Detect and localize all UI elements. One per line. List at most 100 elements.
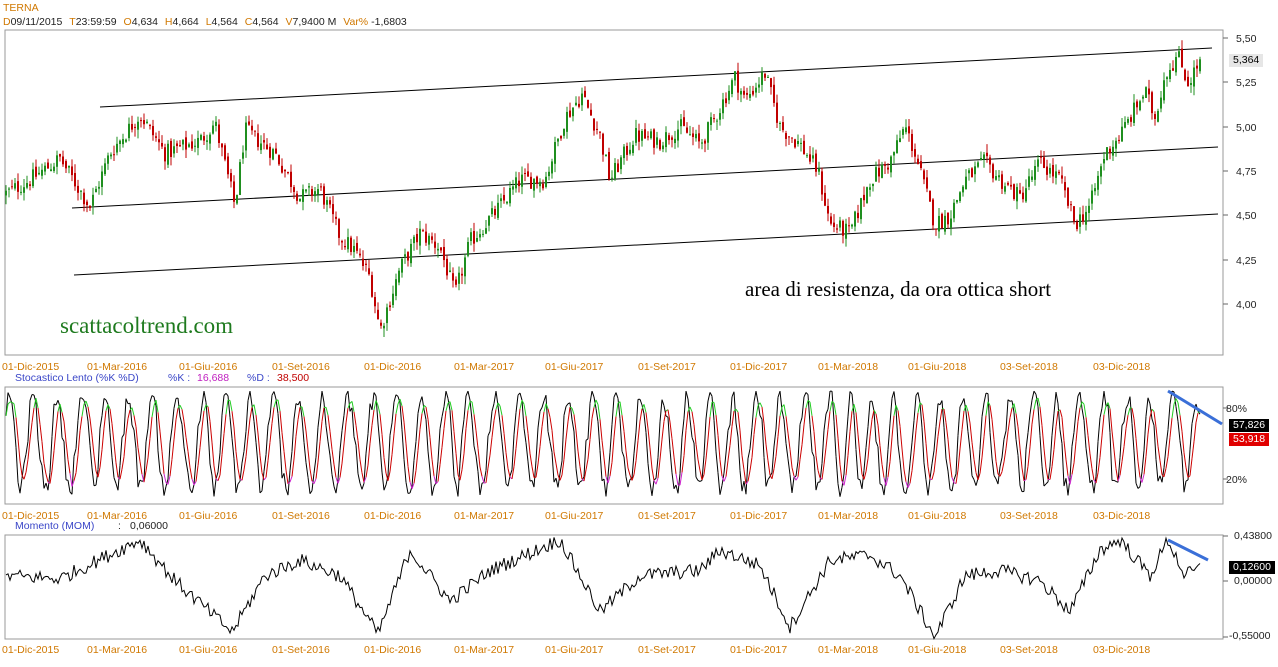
stoch-d-segment — [963, 404, 967, 412]
momentum-panel-frame — [4, 534, 1224, 640]
stoch-d-segment — [65, 441, 69, 460]
stoch-k-segment — [1053, 392, 1057, 414]
stoch-k-segment — [521, 400, 525, 429]
candle — [272, 147, 274, 161]
stoch-k-segment — [489, 411, 493, 432]
candle — [716, 118, 718, 131]
stoch-k-segment — [773, 428, 777, 447]
stoch-k-segment — [205, 402, 209, 429]
stoch-d-segment — [1063, 440, 1067, 460]
stoch-d-segment — [467, 401, 471, 411]
stoch-k-segment — [645, 432, 649, 464]
stoch-k-segment — [1185, 479, 1189, 482]
stoch-k-segment — [197, 420, 201, 427]
stoch-k-segment — [431, 486, 435, 496]
stoch-d-segment — [329, 431, 333, 450]
candle — [1175, 52, 1177, 76]
stoch-k-segment — [1137, 486, 1141, 489]
stoch-k-segment — [785, 443, 789, 460]
candle — [782, 116, 784, 133]
candle — [293, 185, 295, 199]
candle — [35, 159, 37, 180]
candle — [806, 153, 808, 159]
stoch-d-segment — [187, 451, 191, 468]
stoch-d-segment — [15, 417, 19, 439]
stoch-d-segment — [487, 454, 491, 469]
candle — [1151, 90, 1153, 120]
stoch-d-segment — [1159, 460, 1163, 475]
stoch-k-segment — [97, 428, 101, 470]
stoch-d-segment — [619, 401, 623, 416]
candle — [266, 138, 268, 150]
stoch-d-segment — [979, 457, 983, 474]
x-tick-label: 01-Dic-2017 — [730, 361, 788, 373]
stoch-d-segment — [713, 402, 717, 416]
candle — [167, 140, 169, 169]
stoch-d-segment — [753, 417, 757, 435]
candle — [1169, 63, 1171, 83]
candle — [1154, 111, 1156, 126]
stoch-d-segment — [193, 481, 197, 486]
stoch-d-segment — [811, 415, 815, 432]
stoch-k-segment — [1179, 440, 1183, 457]
candle — [194, 138, 196, 153]
candle — [1001, 170, 1003, 194]
stoch-d-segment — [385, 473, 389, 481]
stoch-d-segment — [749, 457, 753, 471]
stoch-d-segment — [1097, 457, 1101, 473]
stoch-d-segment — [1029, 424, 1033, 447]
candle — [503, 187, 505, 204]
candle — [950, 210, 952, 236]
candle — [476, 231, 478, 243]
stoch-k-segment — [71, 456, 75, 495]
candle — [1055, 164, 1057, 185]
candlestick-series — [5, 40, 1201, 337]
candle — [1142, 94, 1144, 103]
stoch-d-segment — [885, 476, 889, 486]
candle — [1013, 183, 1015, 201]
candle — [356, 236, 358, 254]
stoch-k-segment — [595, 408, 599, 422]
stoch-d-segment — [891, 415, 895, 438]
stoch-d-segment — [247, 418, 251, 437]
stoch-k-segment — [1031, 390, 1035, 401]
stoch-d-segment — [987, 401, 991, 406]
x-tick-label: 01-Dic-2015 — [2, 510, 60, 522]
stoch-d-segment — [801, 424, 805, 445]
stoch-d-segment — [557, 474, 561, 481]
stochastic-k-value: 16,688 — [197, 372, 230, 384]
stoch-k-segment — [887, 423, 891, 450]
stoch-k-segment — [635, 399, 639, 433]
stoch-d-segment — [1041, 425, 1045, 449]
candle — [992, 162, 994, 183]
stoch-k-segment — [83, 400, 87, 408]
stoch-k-segment — [851, 393, 855, 416]
stoch-d-segment — [89, 418, 93, 436]
x-tick-label: 01-Mar-2016 — [87, 644, 148, 656]
stoch-k-segment — [897, 444, 901, 461]
stoch-d-segment — [1193, 422, 1197, 442]
stoch-k-segment — [13, 421, 17, 448]
stoch-d-segment — [869, 419, 873, 437]
stoch-d-segment — [319, 421, 323, 442]
candle — [557, 137, 559, 147]
candle — [65, 159, 67, 173]
stoch-k-segment — [843, 442, 847, 475]
stoch-k-segment — [1079, 392, 1083, 409]
stoch-k-segment — [1059, 429, 1063, 444]
stoch-d-segment — [1055, 411, 1059, 427]
candle — [899, 130, 901, 143]
stoch-k-segment — [29, 394, 33, 401]
stoch-k-segment — [691, 437, 695, 444]
stoch-k-segment — [191, 484, 195, 494]
stoch-k-segment — [303, 442, 307, 463]
stoch-k-segment — [483, 470, 487, 483]
stoch-d-segment — [863, 471, 867, 480]
candle — [1103, 151, 1105, 171]
stoch-k-segment — [737, 436, 741, 471]
stoch-k-segment — [977, 449, 981, 479]
candle — [836, 224, 838, 234]
stoch-k-segment — [837, 483, 841, 497]
stoch-k-segment — [415, 413, 419, 442]
